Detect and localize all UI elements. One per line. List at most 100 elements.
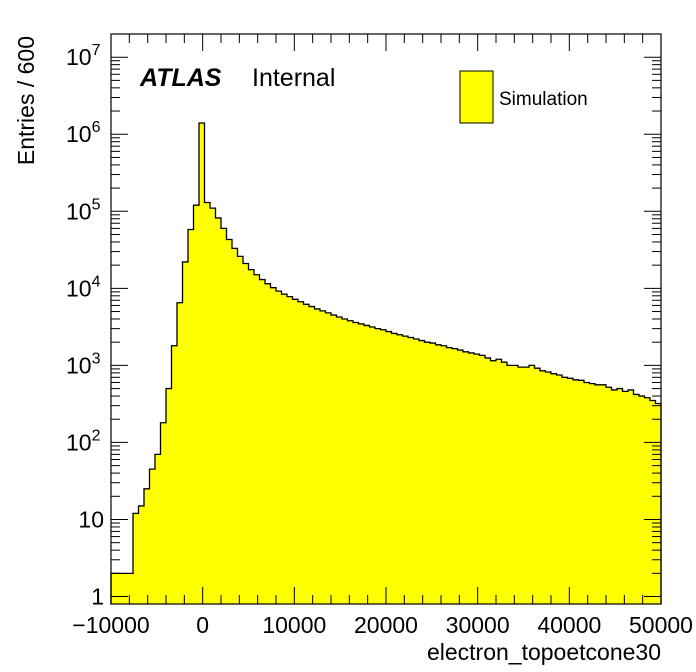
histogram-bar [485,357,491,604]
histogram-bar [281,294,288,604]
histogram-bar [446,347,453,604]
histogram-bar [331,315,337,604]
histogram-bar [248,269,255,604]
histogram-bar [600,384,607,604]
histogram-bar [127,573,134,604]
histogram-bar [490,360,497,604]
histogram-bar [606,387,612,604]
status-label: Internal [252,64,335,92]
histogram-bar [622,391,629,604]
histogram-bar [215,217,222,604]
histogram-bar [303,304,310,604]
histogram-bar [578,380,585,604]
x-tick-label: 40000 [537,612,601,638]
histogram-bar [364,325,370,604]
histogram-bar [177,302,183,604]
histogram-bar [529,365,535,604]
histogram-bar [430,343,436,604]
histogram-bar [397,334,403,604]
histogram-bar [567,378,574,604]
histogram-bar [358,323,365,604]
histogram-bar [655,403,662,604]
histogram-bar [226,239,233,604]
histogram-bar [265,283,271,604]
histogram-bar [182,261,189,604]
legend-swatch [459,70,494,124]
histogram-bar [287,296,293,604]
legend: Simulation [459,70,588,124]
histogram-bar [138,505,145,604]
histogram-bar [408,337,414,604]
y-tick-label: 104 [66,273,101,301]
histogram-bar [144,488,150,604]
y-tick-label: 105 [66,196,101,224]
histogram-bar [496,359,502,604]
histogram-bar [342,319,348,604]
histogram-bar [633,394,640,604]
y-tick-label: 103 [66,350,101,378]
histogram-bar [556,375,563,604]
y-axis-title: Entries / 600 [13,36,39,165]
histogram-bar [545,372,552,604]
histogram-bar [133,513,139,604]
histogram-bar [507,365,513,604]
histogram-bar [611,389,618,604]
histogram-bar [375,328,381,604]
x-axis-title: electron_topoetcone30 [427,639,661,665]
histogram-bar [160,422,167,604]
y-tick-label: 1 [91,584,104,610]
histogram-bar [298,301,304,604]
histogram-bar [204,202,211,604]
histogram-bar [166,388,172,604]
histogram-bar [551,373,557,604]
histogram-bar [243,263,249,604]
histogram-bar [534,368,541,604]
y-tick-labels: 1 10 102 103 104 105 106 107 [66,42,104,609]
histogram-bar [369,326,376,604]
histogram-bar [380,329,387,604]
histogram-bar [391,333,398,604]
histogram-bar [270,287,277,604]
atlas-label: ATLAS [139,64,222,92]
y-tick-label: 107 [66,42,101,70]
histogram-bar [122,573,128,604]
histogram-bar [171,345,178,604]
histogram-bar [254,274,260,604]
histogram-outline [110,122,662,604]
x-tick-label: 10000 [262,612,326,638]
histogram-bar [540,370,546,604]
histogram-bar [501,362,508,604]
histogram-bar [276,291,282,604]
histogram-bar [314,308,321,604]
x-tick-label: 30000 [446,612,510,638]
histogram-bar [193,205,200,604]
histogram-bar [518,367,524,604]
histogram-bar [149,469,156,604]
histogram-bar [336,316,343,604]
histogram-bar [573,379,579,604]
histogram-bar [259,279,266,604]
histogram-bar [309,306,315,604]
histogram-bar [452,348,458,604]
x-tick-label: 20000 [354,612,418,638]
histogram-bar [386,331,392,604]
histogram-bar [639,396,645,604]
histogram-bars [110,122,662,605]
histogram-bar [584,382,590,604]
histogram-bar [617,388,623,604]
histogram-bar [463,351,469,604]
histogram-bar [199,122,205,605]
histogram-bar [155,454,161,604]
histogram-bar [468,352,475,604]
histogram-bar [457,350,464,604]
histogram-bar [435,344,442,604]
histogram-bar [292,299,299,604]
histogram-bar [512,365,519,604]
histogram-bar [644,397,651,604]
x-tick-labels: −10000 0 10000 20000 30000 40000 50000 [72,612,693,638]
histogram-bar [628,389,634,604]
histogram-bar [474,354,480,604]
histogram-bar [413,339,420,604]
histogram-bar [589,383,596,604]
histogram-bar [237,256,244,604]
